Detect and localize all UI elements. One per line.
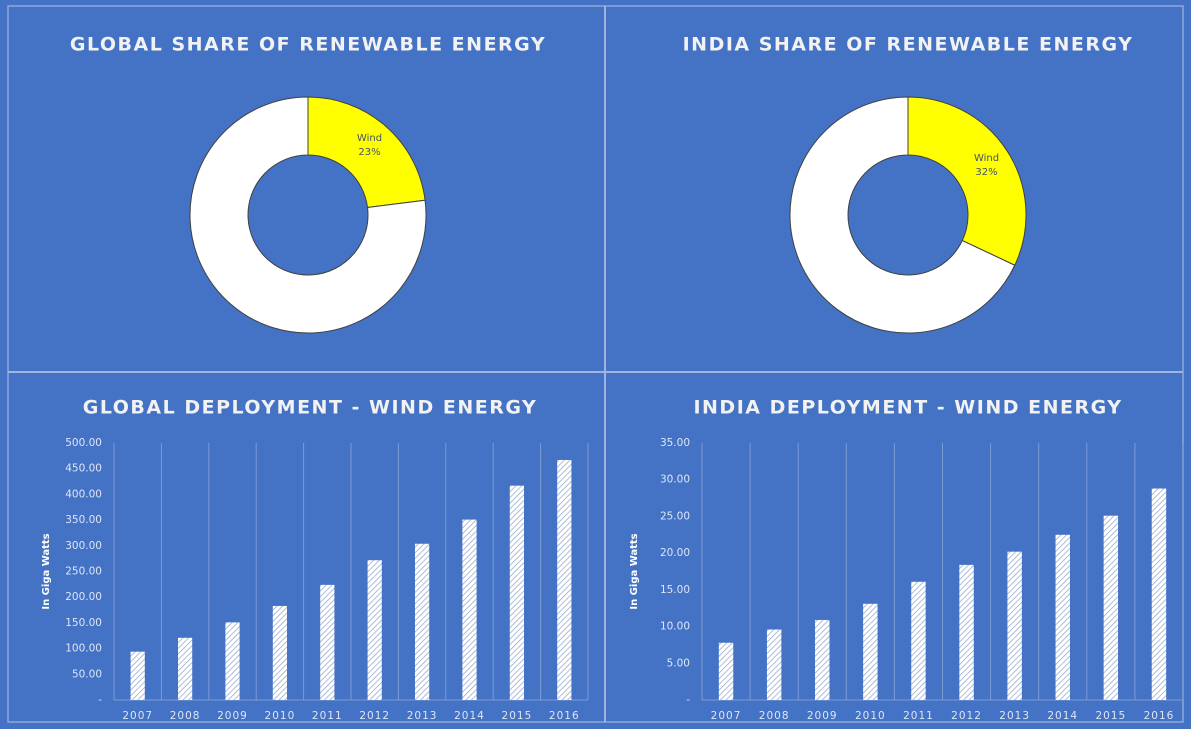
bar [414, 543, 430, 700]
x-tick-label: 2009 [217, 710, 248, 722]
bar [1055, 534, 1070, 700]
bar [1151, 488, 1167, 700]
y-axis-label: In Giga Watts [629, 533, 640, 609]
slice [189, 96, 427, 334]
bar [367, 560, 382, 700]
y-tick-label: - [98, 694, 102, 706]
y-tick-label: 350.00 [65, 514, 102, 526]
bar [177, 637, 193, 700]
slice [307, 96, 426, 209]
bar [130, 651, 145, 700]
bar [320, 584, 335, 700]
bar [462, 519, 477, 700]
bar [815, 619, 830, 700]
x-tick-label: 2010 [265, 710, 296, 722]
y-tick-label: 400.00 [65, 488, 102, 500]
chart-title: GLOBAL SHARE OF RENEWABLE ENERGY [70, 34, 546, 56]
bar [766, 629, 782, 700]
bar [911, 581, 926, 700]
chart-title: INDIA DEPLOYMENT - WIND ENERGY [693, 397, 1122, 419]
y-tick-label: 300.00 [65, 540, 102, 552]
y-tick-label: 250.00 [65, 566, 102, 578]
slice-value-label: 23% [358, 147, 380, 158]
y-tick-label: 150.00 [65, 617, 102, 629]
y-tick-label: 30.00 [660, 474, 690, 486]
y-tick-label: 500.00 [65, 437, 102, 449]
y-tick-label: 35.00 [660, 437, 690, 449]
x-tick-label: 2008 [170, 710, 201, 722]
x-tick-label: 2011 [903, 710, 934, 722]
x-tick-label: 2011 [312, 710, 343, 722]
y-tick-label: 200.00 [65, 591, 102, 603]
frame [7, 5, 1184, 723]
x-tick-label: 2012 [359, 710, 390, 722]
y-tick-label: 25.00 [660, 510, 690, 522]
bar [959, 564, 974, 700]
bar [557, 459, 572, 700]
y-tick-label: 50.00 [72, 668, 102, 680]
slice [789, 96, 1016, 334]
x-tick-label: 2015 [1095, 710, 1126, 722]
bar [225, 622, 240, 700]
x-tick-label: 2007 [122, 710, 153, 722]
y-axis-label: In Giga Watts [41, 533, 52, 609]
x-tick-label: 2012 [951, 710, 982, 722]
x-tick-label: 2008 [759, 710, 790, 722]
x-tick-label: 2013 [999, 710, 1030, 722]
y-tick-label: 10.00 [660, 621, 690, 633]
x-tick-label: 2007 [711, 710, 742, 722]
x-tick-label: 2013 [407, 710, 438, 722]
chart-title: INDIA SHARE OF RENEWABLE ENERGY [683, 34, 1134, 56]
x-tick-label: 2015 [502, 710, 533, 722]
y-tick-label: 20.00 [660, 547, 690, 559]
slice [907, 96, 1027, 266]
bar [509, 485, 525, 700]
x-tick-label: 2014 [454, 710, 485, 722]
x-tick-label: 2009 [807, 710, 838, 722]
y-tick-label: - [686, 694, 690, 706]
bar [1007, 551, 1022, 700]
bar [718, 642, 734, 700]
slice-label: Wind [357, 133, 382, 144]
x-tick-label: 2016 [549, 710, 580, 722]
y-tick-label: 15.00 [660, 584, 690, 596]
x-tick-label: 2010 [855, 710, 886, 722]
y-tick-label: 450.00 [65, 463, 102, 475]
y-tick-label: 100.00 [65, 643, 102, 655]
slice-label: Wind [974, 153, 999, 164]
bar [1103, 515, 1119, 700]
y-tick-label: 5.00 [667, 657, 690, 669]
x-tick-label: 2014 [1047, 710, 1078, 722]
bar [272, 605, 288, 700]
x-tick-label: 2016 [1144, 710, 1175, 722]
bar [863, 603, 878, 700]
chart-title: GLOBAL DEPLOYMENT - WIND ENERGY [83, 397, 538, 419]
slice-value-label: 32% [975, 167, 997, 178]
